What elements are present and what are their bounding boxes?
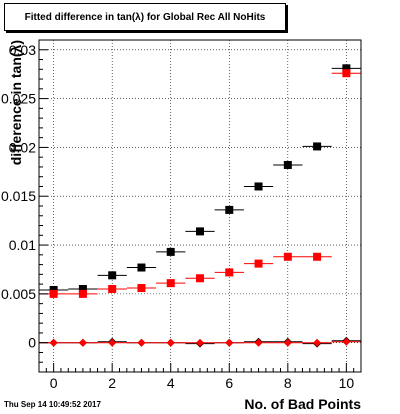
data-point bbox=[254, 259, 263, 268]
axes: 0 2 4 6 8 10 0 0.005 0.01 0.015 0.02 0.025 0.03 bbox=[1, 39, 362, 391]
data-point bbox=[283, 252, 292, 261]
data-point bbox=[137, 263, 146, 272]
y-tick-label: 0.03 bbox=[9, 42, 36, 58]
data-point bbox=[225, 338, 234, 347]
data-point bbox=[196, 274, 204, 283]
chart-title: Fitted difference in tan(λ) for Global R… bbox=[4, 3, 286, 31]
y-tick-label: 0.015 bbox=[1, 188, 36, 204]
y-tick-label: 0.01 bbox=[9, 237, 36, 253]
data-point bbox=[49, 289, 58, 298]
y-axis-label: difference in tan(λ) bbox=[8, 40, 24, 165]
data-point bbox=[313, 338, 322, 347]
data-point bbox=[342, 69, 351, 78]
x-tick-label: 10 bbox=[339, 375, 355, 391]
data-point bbox=[313, 252, 322, 261]
x-tick-label: 0 bbox=[50, 375, 58, 391]
chart-title-text: Fitted difference in tan(λ) for Global R… bbox=[24, 11, 266, 23]
x-tick-label: 4 bbox=[167, 375, 175, 391]
data-point bbox=[166, 338, 175, 347]
data-point bbox=[108, 271, 117, 280]
x-axis-label: No. of Bad Points bbox=[244, 396, 361, 412]
x-tick-label: 6 bbox=[225, 375, 233, 391]
plot-frame bbox=[38, 39, 362, 373]
grid-lines bbox=[39, 40, 361, 372]
data-point bbox=[166, 247, 175, 256]
y-tick-label: 0.005 bbox=[1, 286, 36, 302]
data-point bbox=[313, 142, 322, 151]
data-point bbox=[166, 279, 175, 288]
data-point bbox=[137, 338, 146, 347]
data-point bbox=[283, 338, 292, 347]
data-point bbox=[342, 64, 351, 73]
data-point bbox=[196, 338, 204, 347]
data-point bbox=[225, 268, 234, 277]
data-point bbox=[108, 338, 117, 347]
x-tick-label: 2 bbox=[108, 375, 116, 391]
data-point bbox=[254, 182, 263, 191]
data-point bbox=[283, 160, 292, 169]
data-point bbox=[196, 227, 204, 236]
data-point bbox=[137, 284, 146, 293]
x-tick-label: 8 bbox=[284, 375, 292, 391]
data-point bbox=[254, 338, 263, 347]
data-point bbox=[342, 337, 351, 346]
data-point bbox=[78, 289, 87, 298]
data-point bbox=[49, 338, 58, 347]
timestamp: Thu Sep 14 10:49:52 2017 bbox=[4, 400, 101, 409]
data-series bbox=[39, 64, 361, 348]
data-point bbox=[108, 285, 117, 293]
data-point bbox=[78, 285, 87, 293]
y-tick-label: 0 bbox=[28, 335, 36, 351]
y-tick-label: 0.025 bbox=[1, 91, 36, 107]
data-point bbox=[225, 205, 234, 214]
y-tick-label: 0.02 bbox=[9, 139, 36, 155]
data-point bbox=[78, 338, 87, 347]
